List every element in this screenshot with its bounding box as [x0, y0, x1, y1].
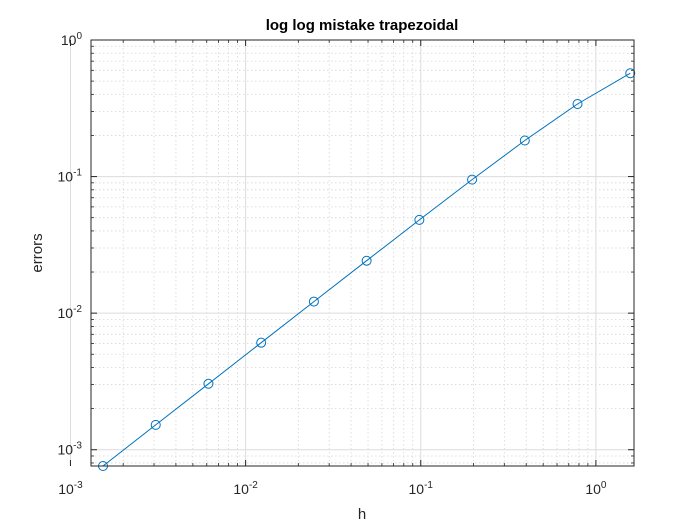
data-point: [572, 98, 583, 109]
data-point: [203, 378, 214, 389]
data-point: [361, 255, 372, 266]
y-axis-label: errors: [29, 233, 46, 272]
axes-box: [90, 39, 635, 467]
y-tick-label: 100: [61, 31, 83, 48]
y-tick-label: 10-3: [58, 441, 83, 458]
data-point: [150, 419, 161, 430]
data-point: [467, 174, 478, 185]
data-point: [625, 68, 636, 79]
x-tick-label: 10-1: [409, 480, 434, 497]
plot-background: [91, 40, 634, 466]
ticks: [69, 39, 634, 466]
data-point: [256, 337, 267, 348]
tick-labels: 10-3 10-2 10-1 100 10-3 10-2 10-1 100: [58, 31, 607, 497]
data-point: [308, 296, 319, 307]
series-layer: [98, 68, 636, 471]
chart-title: log log mistake trapezoidal: [266, 17, 459, 34]
y-tick-label: 10-2: [58, 304, 83, 321]
series-line: [102, 72, 631, 467]
x-tick-label: 10-2: [233, 480, 258, 497]
data-point: [414, 214, 425, 225]
data-point: [519, 135, 530, 146]
x-axis-label: h: [358, 506, 366, 523]
y-tick-label: 10-1: [58, 168, 83, 185]
x-tick-label: 10-3: [58, 480, 83, 497]
x-tick-label: 100: [585, 480, 607, 497]
